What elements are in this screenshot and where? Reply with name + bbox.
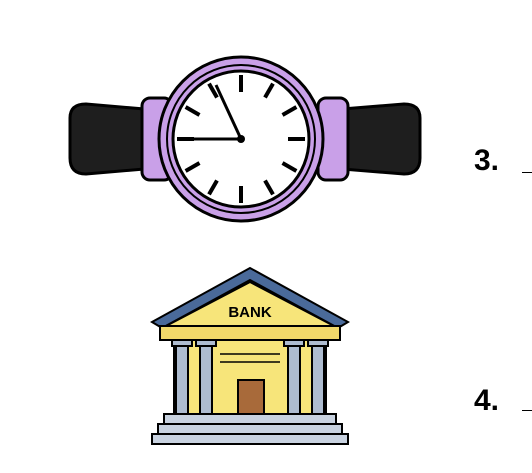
bank-steps xyxy=(163,413,337,425)
answer-blank-4[interactable] xyxy=(522,410,532,411)
item-number-3: 3. xyxy=(474,144,500,177)
watch-hour-marks xyxy=(177,75,305,203)
watch-strap-right xyxy=(328,102,422,176)
bank-columns xyxy=(171,339,329,415)
watch-strap-left xyxy=(68,102,158,176)
bank-sign: BANK xyxy=(228,304,271,321)
item-number-4: 4. xyxy=(474,384,500,417)
watch-minute-hand xyxy=(214,84,243,140)
wristwatch-icon xyxy=(68,55,422,223)
bank-building-icon: BANK xyxy=(149,266,351,445)
answer-blank-3[interactable] xyxy=(522,172,532,173)
bank-door xyxy=(237,379,265,415)
